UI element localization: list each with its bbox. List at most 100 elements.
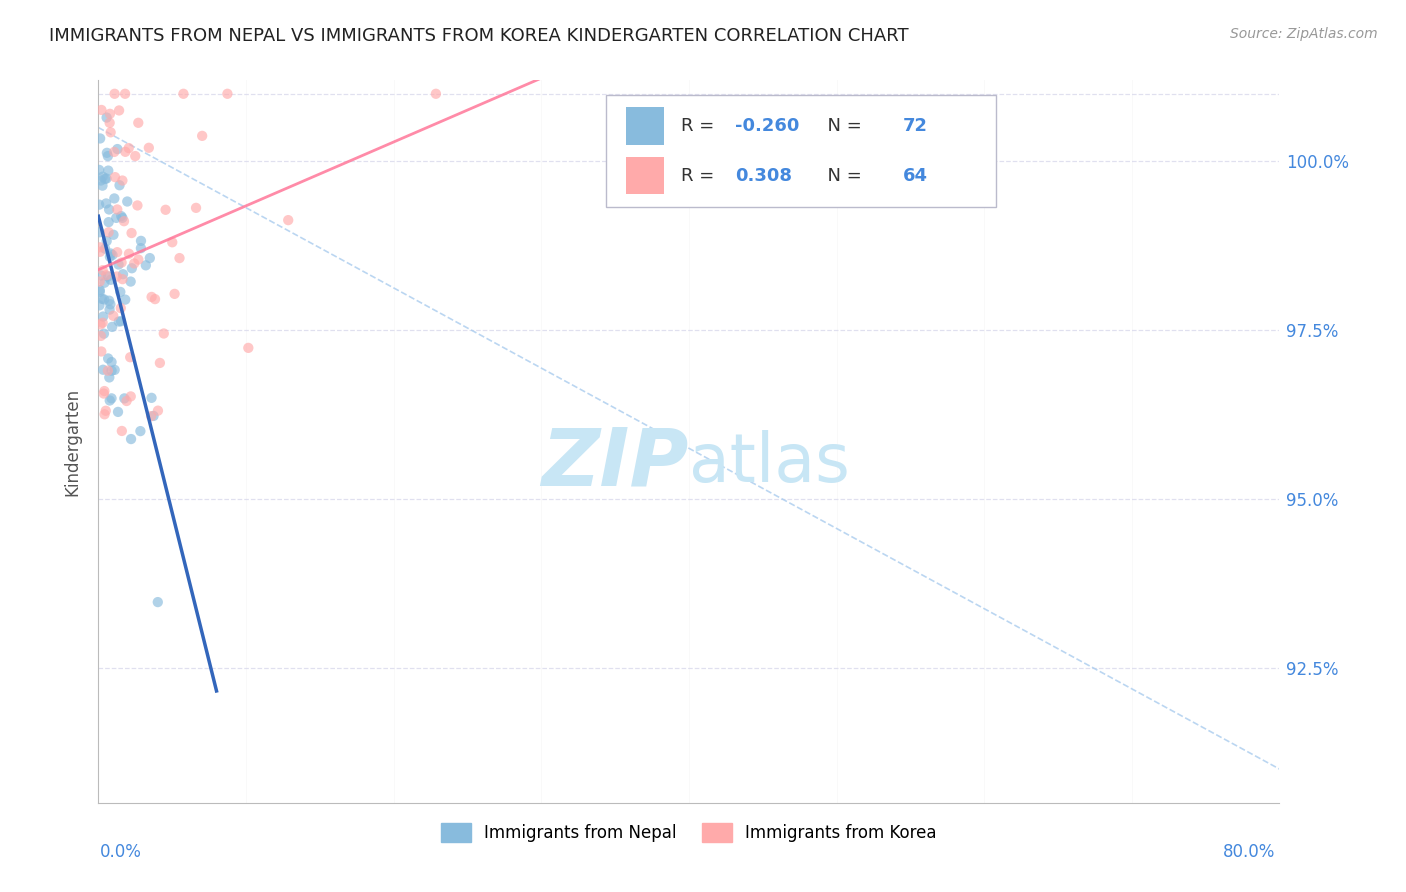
Point	[110, 209, 132, 223]
Point	[98, 116, 121, 130]
Point	[118, 246, 141, 260]
Point	[90, 268, 112, 283]
Point	[107, 405, 129, 419]
Point	[169, 251, 191, 265]
Point	[104, 363, 127, 377]
Point	[112, 214, 135, 228]
Point	[111, 267, 134, 281]
Point	[108, 103, 131, 118]
Point	[101, 248, 124, 262]
Point	[118, 141, 141, 155]
Point	[96, 111, 118, 125]
Text: 80.0%: 80.0%	[1223, 843, 1275, 861]
Text: -0.260: -0.260	[735, 117, 800, 135]
Point	[110, 285, 132, 299]
Point	[101, 320, 124, 334]
Point	[110, 255, 132, 269]
Point	[89, 197, 111, 211]
Text: 0.0%: 0.0%	[100, 843, 142, 861]
Point	[277, 213, 299, 227]
Point	[97, 225, 120, 239]
Point	[94, 403, 117, 417]
Point	[114, 87, 136, 101]
Text: 72: 72	[903, 117, 928, 135]
Text: 0.308: 0.308	[735, 167, 792, 185]
Point	[217, 87, 239, 101]
Text: R =: R =	[681, 167, 720, 185]
Point	[91, 292, 114, 306]
Text: IMMIGRANTS FROM NEPAL VS IMMIGRANTS FROM KOREA KINDERGARTEN CORRELATION CHART: IMMIGRANTS FROM NEPAL VS IMMIGRANTS FROM…	[49, 27, 908, 45]
Point	[100, 273, 122, 287]
Point	[127, 252, 149, 267]
Point	[94, 196, 117, 211]
Point	[121, 261, 143, 276]
Point	[155, 202, 177, 217]
Point	[110, 314, 132, 328]
Point	[163, 286, 186, 301]
Point	[105, 142, 128, 156]
Point	[172, 87, 194, 101]
Point	[191, 128, 214, 143]
Point	[111, 272, 134, 286]
Point	[103, 145, 125, 159]
Point	[115, 394, 138, 409]
Bar	[626, 107, 664, 145]
Point	[105, 269, 128, 284]
Text: atlas: atlas	[689, 430, 849, 496]
Point	[141, 290, 163, 304]
Point	[91, 178, 114, 193]
Point	[91, 310, 114, 324]
Point	[100, 246, 122, 260]
Point	[90, 344, 112, 359]
Point	[89, 240, 111, 254]
Point	[139, 251, 162, 265]
Point	[89, 318, 111, 332]
Point	[162, 235, 184, 250]
Point	[143, 292, 166, 306]
Point	[96, 234, 118, 248]
Point	[100, 392, 122, 406]
Point	[103, 191, 125, 205]
Point	[89, 244, 111, 259]
Text: R =: R =	[681, 117, 720, 135]
Point	[149, 356, 172, 370]
Point	[93, 386, 115, 401]
Point	[114, 145, 136, 159]
Point	[89, 283, 111, 297]
Point	[89, 131, 111, 145]
Point	[98, 107, 121, 121]
Point	[98, 370, 121, 384]
Point	[97, 163, 120, 178]
Point	[127, 116, 149, 130]
Point	[120, 350, 142, 364]
Point	[98, 250, 121, 264]
Point	[103, 227, 125, 242]
Point	[104, 170, 127, 185]
Point	[98, 202, 121, 217]
Point	[184, 201, 207, 215]
Y-axis label: Kindergarten: Kindergarten	[63, 387, 82, 496]
Point	[96, 268, 118, 283]
Point	[94, 242, 117, 256]
Point	[155, 888, 177, 892]
Point	[91, 169, 114, 184]
Point	[238, 341, 260, 355]
Point	[120, 389, 142, 403]
Point	[89, 298, 111, 312]
Point	[98, 293, 121, 308]
Point	[97, 149, 120, 163]
Point	[89, 162, 111, 177]
Point	[90, 103, 112, 117]
Text: Source: ZipAtlas.com: Source: ZipAtlas.com	[1230, 27, 1378, 41]
Point	[105, 202, 128, 217]
Point	[100, 355, 122, 369]
Text: 64: 64	[903, 167, 928, 185]
Bar	[626, 157, 664, 194]
Text: N =: N =	[817, 167, 868, 185]
Point	[135, 258, 157, 272]
Point	[97, 269, 120, 284]
Point	[120, 275, 142, 289]
Point	[121, 226, 143, 240]
Point	[425, 87, 447, 101]
Point	[89, 275, 111, 289]
